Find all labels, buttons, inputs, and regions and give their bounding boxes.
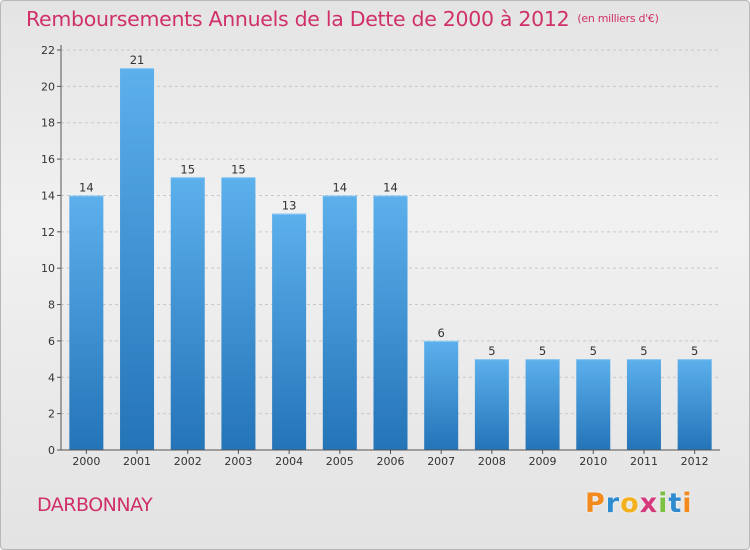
- x-tick-label-2012: 2012: [681, 455, 709, 468]
- x-tick-label-2001: 2001: [123, 455, 151, 468]
- value-label-2012: 5: [691, 344, 698, 358]
- bar-2007: [424, 340, 459, 450]
- bar-2010: [576, 359, 611, 450]
- value-label-2009: 5: [539, 344, 546, 358]
- y-tick-label: 10: [41, 262, 55, 275]
- value-label-2007: 6: [438, 326, 445, 340]
- logo-letter: t: [668, 488, 683, 519]
- bar-2009: [525, 359, 560, 450]
- value-label-2010: 5: [590, 344, 597, 358]
- y-tick-label: 18: [41, 117, 55, 130]
- y-tick-label: 14: [41, 189, 55, 202]
- y-tick-label: 12: [41, 226, 55, 239]
- value-label-2008: 5: [488, 344, 495, 358]
- value-label-2006: 14: [383, 180, 398, 194]
- y-tick-label: 0: [48, 444, 55, 457]
- value-label-2002: 15: [180, 162, 195, 176]
- axes: 0 2 4 6 8 10 12 14 16 18 20 22 2000 2001 2002 2003 2004 2…: [41, 44, 720, 468]
- bar-2012: [677, 359, 712, 450]
- chart-title: Remboursements Annuels de la Dette de 20…: [26, 7, 659, 31]
- bar-2008: [474, 359, 509, 450]
- bar-2001: [120, 68, 155, 450]
- commune-name: DARBONNAY: [37, 494, 153, 516]
- x-tick-label-2007: 2007: [427, 455, 455, 468]
- value-label-2003: 15: [231, 162, 246, 176]
- y-tick-label: 20: [41, 80, 55, 93]
- x-tick-label-2011: 2011: [630, 455, 658, 468]
- y-tick-label: 6: [48, 335, 55, 348]
- bar-2002: [170, 177, 205, 451]
- logo-letter: i: [682, 488, 693, 519]
- y-tick-label: 16: [41, 153, 55, 166]
- x-tick-label-2008: 2008: [478, 455, 506, 468]
- x-tick-label-2002: 2002: [174, 455, 202, 468]
- bar-2003: [221, 177, 256, 451]
- value-label-2000: 14: [79, 180, 94, 194]
- value-label-2005: 14: [332, 180, 347, 194]
- bar-2006: [373, 195, 408, 450]
- x-tick-label-2004: 2004: [275, 455, 303, 468]
- bar-2005: [322, 195, 357, 450]
- chart-title-text: Remboursements Annuels de la Dette de 20…: [26, 7, 570, 31]
- y-tick-label: 22: [41, 44, 55, 57]
- bars: [69, 68, 712, 451]
- proxiti-logo: Proxiti: [585, 488, 693, 519]
- x-tick-label-2009: 2009: [529, 455, 557, 468]
- value-labels: 14 21 15 15 13 14 14 6 5 5 5 5 5: [79, 53, 698, 358]
- y-tick-label: 4: [48, 371, 55, 384]
- value-label-2004: 13: [282, 199, 297, 213]
- logo-letter: o: [620, 488, 640, 519]
- bar-2000: [69, 195, 104, 450]
- logo-letter: x: [639, 488, 659, 519]
- bar-2011: [626, 359, 661, 450]
- logo-letter: r: [605, 488, 621, 519]
- x-tick-label-2005: 2005: [326, 455, 354, 468]
- x-tick-label-2006: 2006: [377, 455, 405, 468]
- value-label-2011: 5: [640, 344, 647, 358]
- chart-unit-label: (en milliers d'€): [577, 12, 659, 25]
- y-tick-label: 8: [48, 299, 55, 312]
- x-tick-label-2000: 2000: [72, 455, 100, 468]
- logo-letter: i: [658, 488, 669, 519]
- x-tick-label-2003: 2003: [224, 455, 252, 468]
- logo-letter: P: [585, 488, 606, 519]
- x-tick-label-2010: 2010: [579, 455, 607, 468]
- y-tick-label: 2: [48, 408, 55, 421]
- value-label-2001: 21: [130, 53, 145, 67]
- bar-2004: [272, 213, 307, 450]
